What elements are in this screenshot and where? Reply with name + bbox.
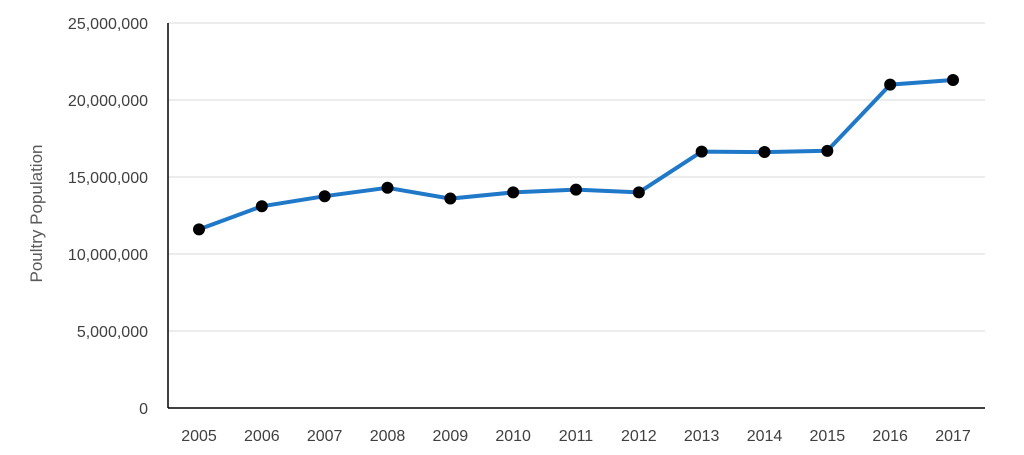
data-point-2011 [570, 183, 582, 196]
data-point-2012 [632, 186, 645, 199]
data-point-2008 [381, 181, 394, 194]
gridlines [168, 22, 985, 332]
x-tick-label: 2006 [244, 428, 280, 445]
data-point-2013 [695, 145, 708, 158]
x-tick-label: 2007 [307, 428, 343, 445]
x-tick-label: 2010 [495, 428, 531, 445]
y-tick-label: 0 [139, 401, 148, 418]
series-group [193, 73, 959, 236]
x-axis-tick-labels: 2005 2006 2007 2008 2009 2010 2011 2012 2013 2014… [181, 428, 971, 445]
data-point-2016 [884, 78, 897, 91]
data-point-2007 [318, 190, 331, 203]
data-point-2005 [193, 223, 205, 236]
x-tick-label: 2012 [621, 428, 657, 445]
y-tick-label: 15,000,000 [68, 170, 148, 187]
x-tick-label: 2013 [684, 428, 720, 445]
y-axis-title: Poultry Population [27, 145, 46, 283]
data-point-2009 [444, 192, 457, 205]
x-tick-label: 2016 [872, 428, 908, 445]
x-tick-label: 2005 [181, 428, 217, 445]
data-point-2017 [947, 73, 959, 86]
x-tick-label: 2014 [747, 428, 783, 445]
x-tick-label: 2015 [810, 428, 846, 445]
x-tick-label: 2011 [559, 428, 594, 445]
y-tick-label: 10,000,000 [68, 247, 148, 264]
x-tick-label: 2009 [433, 428, 469, 445]
data-point-2010 [507, 186, 520, 199]
x-tick-label: 2017 [935, 428, 971, 445]
y-tick-label: 25,000,000 [68, 16, 148, 33]
data-point-2006 [255, 200, 268, 213]
data-point-2014 [758, 146, 771, 159]
data-point-2015 [821, 144, 834, 157]
y-tick-label: 20,000,000 [68, 93, 148, 110]
x-tick-label: 2008 [370, 428, 406, 445]
y-tick-label: 5,000,000 [77, 324, 148, 341]
y-axis-tick-labels: 0 5,000,000 10,000,000 15,000,000 20,000,000… [68, 16, 148, 418]
series-line [197, 78, 955, 232]
